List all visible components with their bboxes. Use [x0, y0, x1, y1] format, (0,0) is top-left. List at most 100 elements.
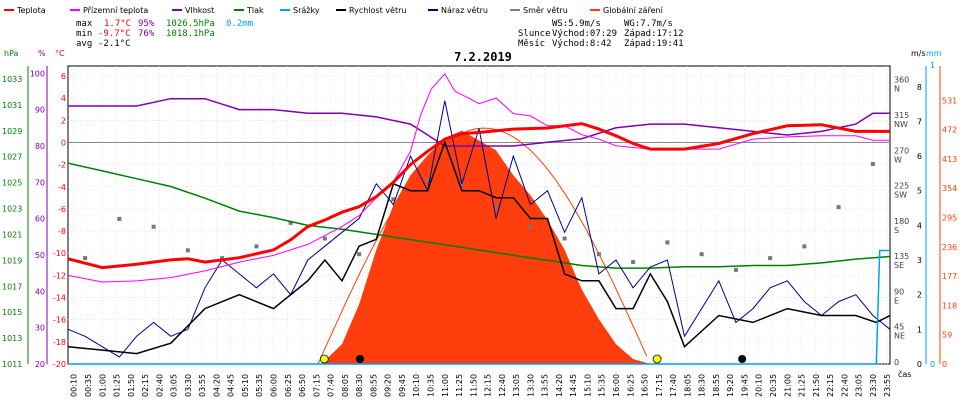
dir-tick-label: SE — [894, 261, 904, 270]
series-wind-gust — [67, 100, 891, 358]
time-tick-label: 19:45 — [740, 374, 749, 397]
hpa-tick-label: 1015 — [2, 308, 22, 317]
info-moonset: Západ:19:41 — [624, 39, 684, 49]
time-tick-label: 20:10 — [755, 374, 764, 397]
time-tick-label: 03:30 — [184, 374, 193, 397]
time-tick-label: 23:30 — [869, 374, 878, 397]
time-tick-label: 11:50 — [469, 374, 478, 397]
chart-legend: Teplota Přízemní teplota Vlhkost Tlak Srážky… — [4, 6, 664, 15]
time-tick-label: 20:35 — [769, 374, 778, 397]
dir-tick-label: 360 — [894, 76, 909, 85]
wm2-tick-label: 236 — [942, 243, 957, 252]
time-tick-label: 10:10 — [412, 374, 421, 397]
dir-tick-label: 270 — [894, 146, 909, 155]
legend-label: Srážky — [293, 6, 320, 15]
ms-tick-label: 7 — [917, 117, 922, 126]
time-tick-label: 22:40 — [840, 374, 849, 397]
time-tick-label: 14:20 — [555, 374, 564, 397]
temp-tick-label: -18 — [53, 338, 66, 347]
wm2-tick-label: 177 — [942, 272, 957, 281]
wm2-tick-label: 531 — [942, 96, 957, 105]
time-tick-label: 02:15 — [141, 374, 150, 397]
wind-direction-point — [322, 236, 327, 241]
stat-min-pressure: 1018.1hPa — [166, 29, 215, 39]
stat-rain: 0.2mm — [226, 19, 253, 29]
pct-tick-label: 90 — [35, 106, 45, 115]
wind-direction-point — [699, 252, 704, 257]
mm-tick-label: 1 — [930, 61, 935, 70]
time-tick-label: 02:40 — [155, 374, 164, 397]
x-axis: 00:10 00:35 01:00 01:25 01:50 02:15 02:40 03:05… — [70, 369, 912, 397]
time-tick-label: 01:00 — [98, 374, 107, 397]
wm2-tick-label: 59 — [942, 331, 952, 340]
time-tick-label: 12:40 — [498, 374, 507, 397]
ms-axis-unit: m/s — [911, 49, 926, 58]
dir-tick-label: W — [894, 155, 902, 164]
wm2-tick-label: 0 — [942, 360, 947, 369]
hpa-tick-label: 1025 — [2, 179, 22, 188]
wm2-tick-label: 472 — [942, 126, 957, 135]
hpa-tick-label: 1021 — [2, 230, 22, 239]
time-tick-label: 06:25 — [284, 374, 293, 397]
dir-tick-label: S — [894, 226, 899, 235]
time-tick-label: 16:00 — [612, 374, 621, 397]
time-tick-label: 04:45 — [227, 374, 236, 397]
wm2-tick-label: 413 — [942, 155, 957, 164]
legend-label: Globální záření — [603, 6, 664, 15]
time-axis-label: čas — [898, 369, 911, 379]
y-axes: hPa1033103110291027102510231021101910171… — [2, 49, 957, 369]
hpa-tick-label: 1033 — [2, 75, 22, 84]
sunrise-marker — [319, 354, 329, 364]
dir-tick-label: 225 — [894, 182, 909, 191]
sun-moon-info: WS:5.9m/s WG:7.7m/s Slunce Východ:07:29 … — [518, 19, 684, 49]
time-tick-label: 19:20 — [726, 374, 735, 397]
stat-min-label: min — [76, 29, 92, 39]
mm-axis-unit: mm — [926, 49, 942, 58]
wind-direction-point — [562, 236, 567, 241]
dir-tick-label: 180 — [894, 217, 909, 226]
info-moonrise: Východ:8:42 — [552, 39, 612, 49]
time-tick-label: 15:35 — [598, 374, 607, 397]
time-tick-label: 05:10 — [241, 374, 250, 397]
dir-tick-label: SW — [894, 191, 907, 200]
time-tick-label: 06:00 — [270, 374, 279, 397]
temp-tick-label: 0 — [61, 138, 66, 147]
legend-label: Směr větru — [523, 6, 568, 15]
hpa-tick-label: 1023 — [2, 205, 22, 214]
wind-direction-point — [151, 224, 156, 229]
time-tick-label: 22:15 — [826, 374, 835, 397]
temp-tick-label: 6 — [61, 72, 66, 81]
time-tick-label: 01:50 — [127, 374, 136, 397]
wind-direction-point — [391, 197, 396, 202]
series-wind-speed — [67, 139, 891, 355]
series-ground-temperature — [67, 72, 890, 283]
temp-tick-label: -12 — [53, 271, 66, 280]
time-tick-label: 05:35 — [255, 374, 264, 397]
wind-direction-point — [254, 244, 259, 249]
time-tick-label: 08:30 — [355, 374, 364, 397]
wind-direction-point — [836, 205, 841, 210]
stat-min-temp: -9.7°C — [98, 29, 131, 39]
dir-tick-label: 315 — [894, 111, 909, 120]
hpa-axis-unit: hPa — [4, 49, 19, 58]
pct-tick-label: 40 — [35, 287, 45, 296]
wind-direction-point — [425, 177, 430, 182]
wind-direction-point — [528, 224, 533, 229]
time-tick-label: 08:05 — [341, 374, 350, 397]
dir-tick-label: NW — [894, 120, 908, 129]
hpa-tick-label: 1017 — [2, 282, 22, 291]
time-tick-label: 00:10 — [70, 374, 79, 397]
time-tick-label: 17:15 — [655, 374, 664, 397]
time-tick-label: 15:10 — [583, 374, 592, 397]
time-tick-label: 04:20 — [212, 374, 221, 397]
wind-direction-point — [494, 205, 499, 210]
moonrise-marker — [355, 355, 364, 363]
time-tick-label: 21:50 — [812, 374, 821, 397]
time-tick-label: 00:35 — [84, 374, 93, 397]
time-tick-label: 10:35 — [426, 374, 435, 397]
pct-tick-label: 70 — [35, 178, 45, 187]
time-tick-label: 01:25 — [113, 374, 122, 397]
time-tick-label: 17:40 — [669, 374, 678, 397]
temp-tick-label: 4 — [61, 94, 66, 103]
wm2-tick-label: 295 — [942, 213, 957, 222]
